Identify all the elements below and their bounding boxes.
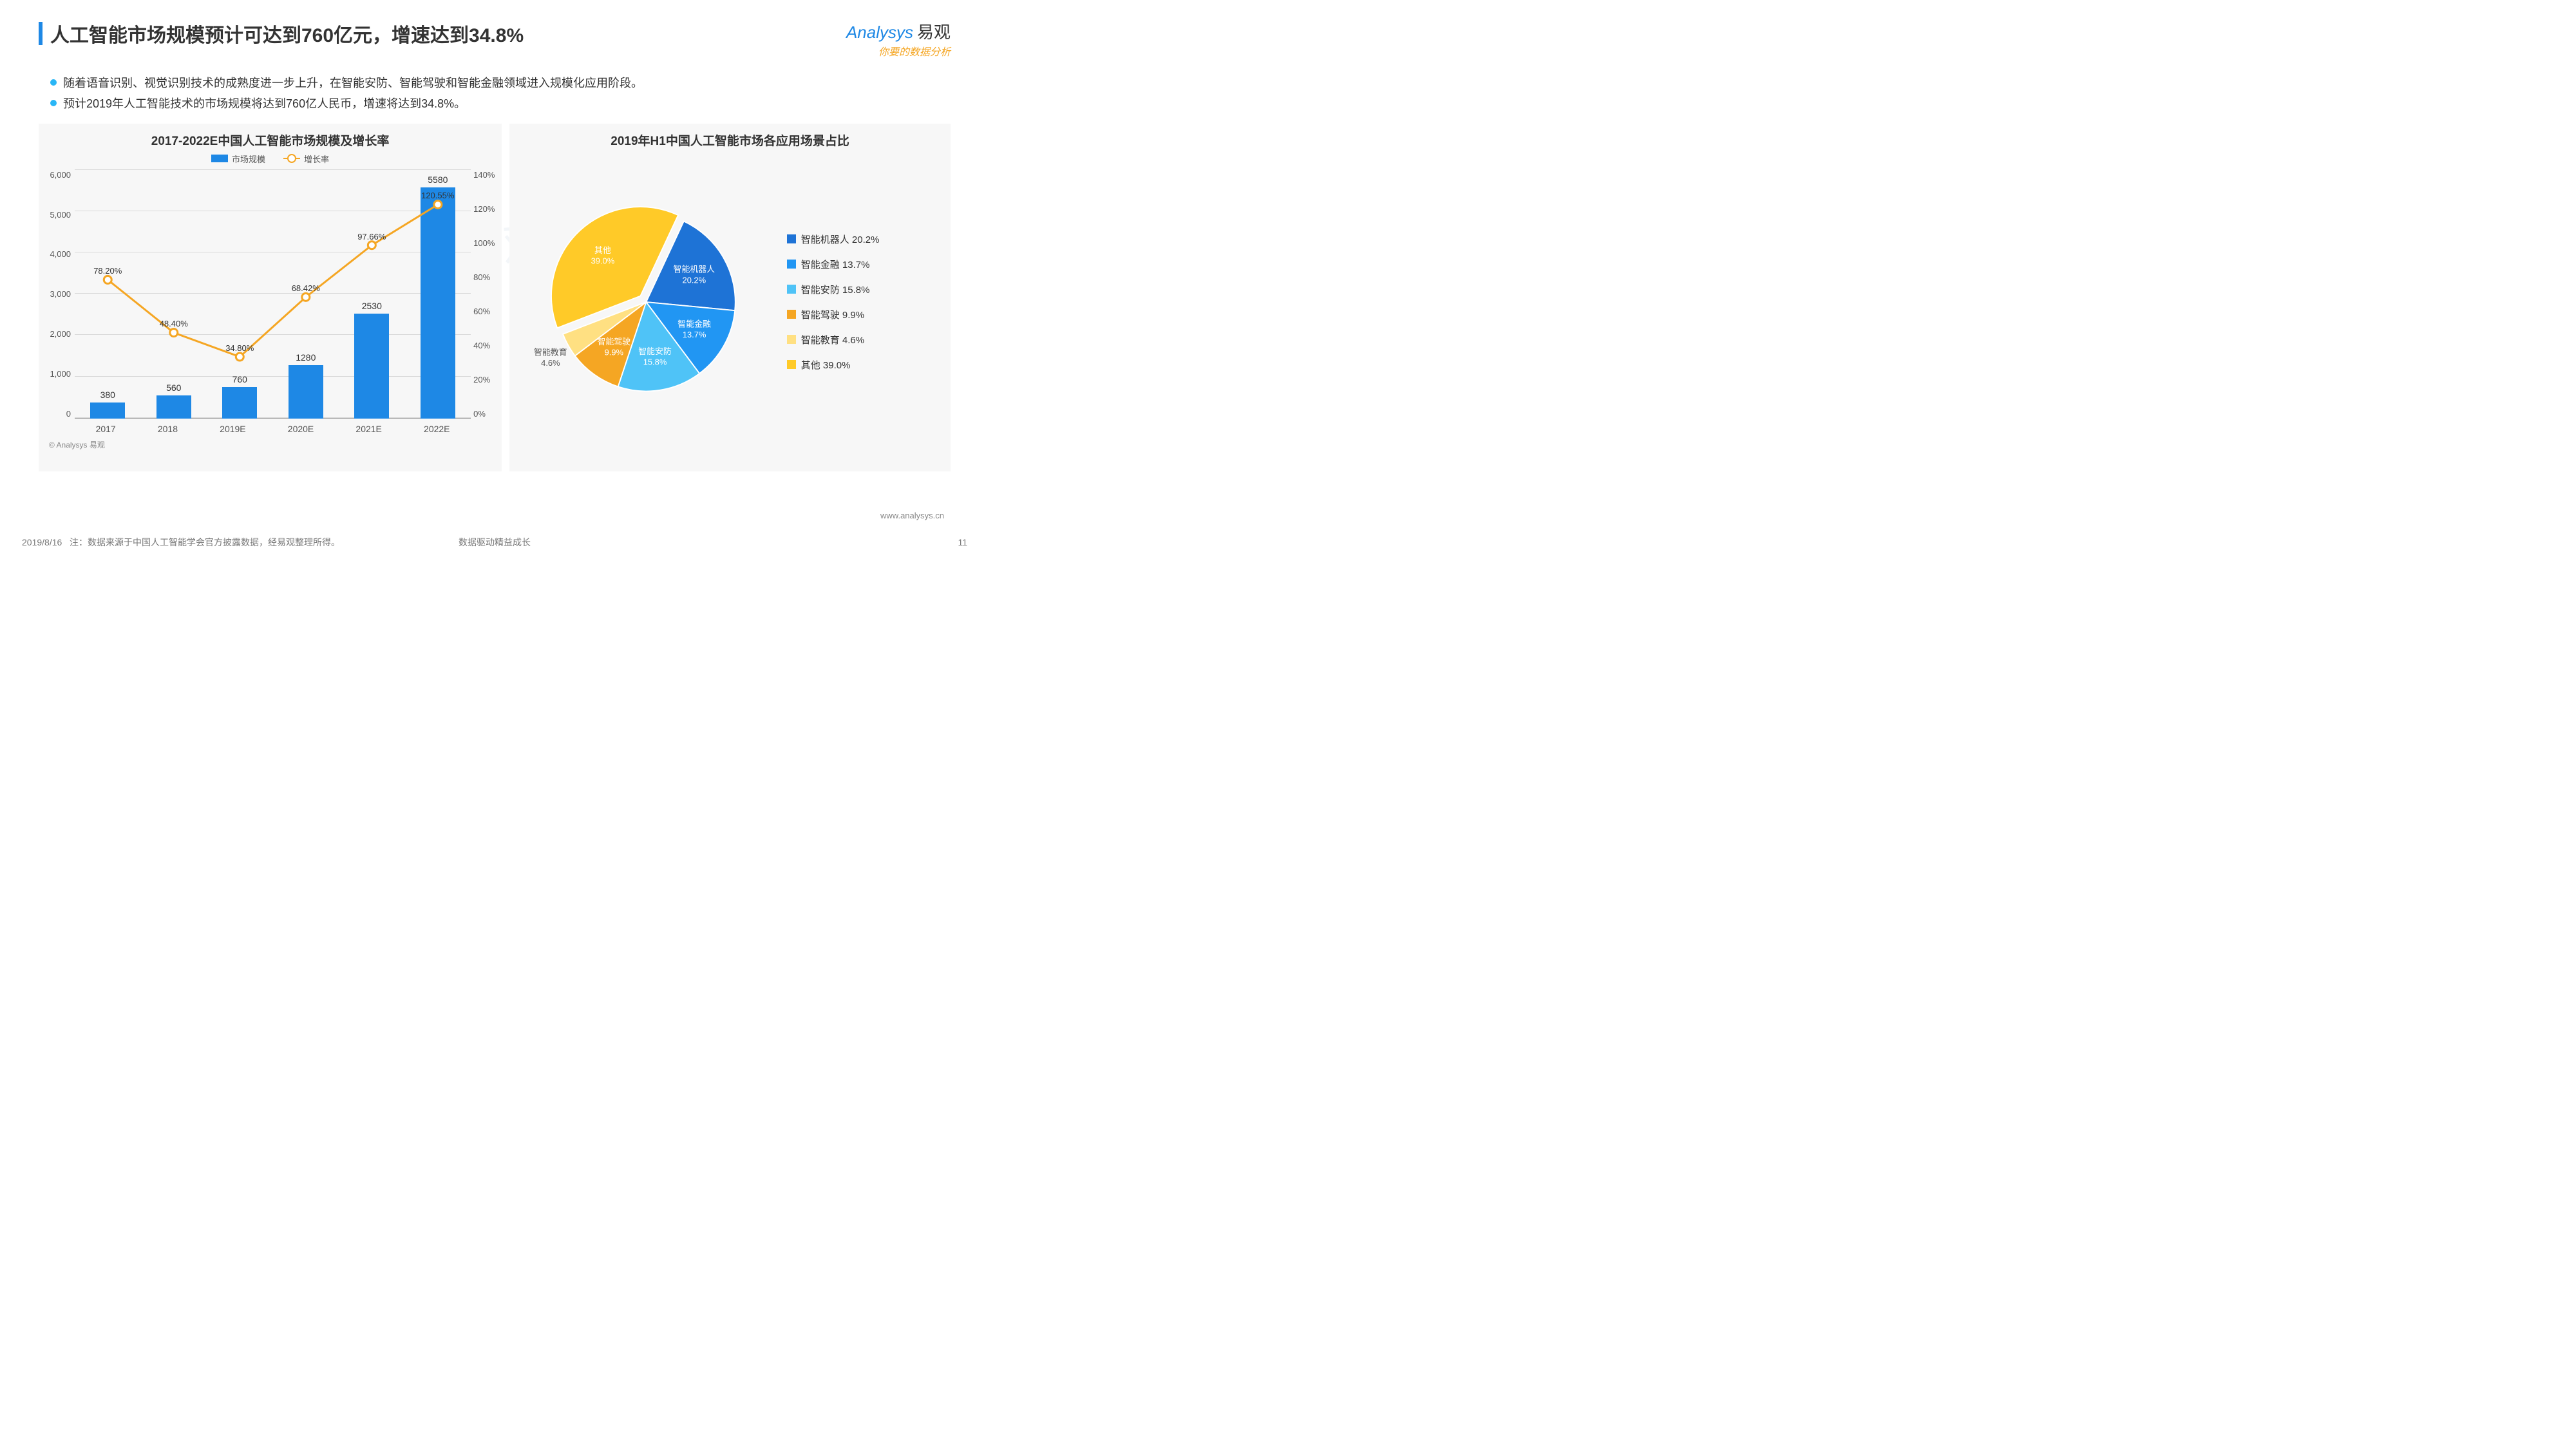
slide-footer: 2019/8/16 注：数据来源于中国人工智能学会官方披露数据，经易观整理所得。…	[0, 536, 989, 549]
legend-label: 智能机器人 20.2%	[801, 232, 880, 246]
svg-text:9.9%: 9.9%	[605, 347, 624, 357]
chart-copyright: © Analysys 易观	[49, 439, 502, 450]
bullet-text: 随着语音识别、视觉识别技术的成熟度进一步上升，在智能安防、智能驾驶和智能金融领域…	[63, 73, 643, 93]
line-value-label: 48.40%	[160, 319, 188, 328]
bar-value-label: 1280	[296, 352, 316, 363]
y-axis-left: 6,0005,0004,0003,0002,0001,0000	[43, 170, 71, 419]
pie-legend-item: 智能机器人 20.2%	[787, 232, 951, 246]
line-value-label: 34.80%	[225, 343, 254, 353]
svg-text:20.2%: 20.2%	[683, 275, 706, 285]
x-tick-label: 2020E	[288, 424, 314, 434]
legend-label: 智能教育 4.6%	[801, 333, 864, 346]
x-tick-label: 2022E	[424, 424, 450, 434]
legend-label: 智能金融 13.7%	[801, 258, 870, 271]
bar-value-label: 760	[232, 374, 247, 384]
legend-label: 其他 39.0%	[801, 358, 851, 372]
footer-date: 2019/8/16	[22, 537, 62, 547]
brand-logo: Analysys易观 你要的数据分析	[846, 19, 951, 59]
pie-legend-item: 智能金融 13.7%	[787, 258, 951, 271]
bar	[222, 387, 257, 419]
legend-swatch	[787, 335, 796, 344]
pie-svg: 智能机器人20.2% 智能金融 13.7% 智能安防15.8% 智能驾驶9.9% 智能教育…	[509, 154, 783, 450]
legend-line-label: 增长率	[304, 153, 329, 165]
x-tick-label: 2017	[96, 424, 116, 434]
bar	[354, 314, 389, 419]
bar-value-label: 380	[100, 390, 115, 400]
title-accent-bar	[39, 22, 43, 45]
bar-value-label: 5580	[428, 175, 448, 185]
footer-center: 数据驱动精益成长	[459, 536, 531, 549]
pie-legend-item: 智能教育 4.6%	[787, 333, 951, 346]
bullet-dot-icon	[50, 79, 57, 86]
legend-label: 智能驾驶 9.9%	[801, 308, 864, 321]
legend-line-swatch	[283, 158, 300, 159]
pie-chart-title: 2019年H1中国人工智能市场各应用场景占比	[509, 124, 951, 149]
brand-en: Analysys	[846, 23, 913, 42]
combo-plot-area: 6,0005,0004,0003,0002,0001,0000 140%120%…	[75, 170, 471, 434]
bars-container: 380 560 760 1280 2530 5580	[75, 170, 471, 419]
legend-swatch	[787, 260, 796, 269]
svg-text:智能机器人: 智能机器人	[674, 264, 715, 274]
y-axis-right: 140%120%100%80%60%40%20%0%	[473, 170, 500, 419]
svg-text:13.7%: 13.7%	[683, 330, 706, 339]
svg-text:智能安防: 智能安防	[638, 346, 672, 356]
legend-swatch	[787, 285, 796, 294]
combo-chart-title: 2017-2022E中国人工智能市场规模及增长率	[39, 124, 502, 149]
legend-swatch	[787, 360, 796, 369]
x-tick-label: 2018	[158, 424, 178, 434]
bullet-list: 随着语音识别、视觉识别技术的成熟度进一步上升，在智能安防、智能驾驶和智能金融领域…	[50, 73, 951, 115]
legend-bar-label: 市场规模	[232, 153, 265, 165]
svg-text:其他: 其他	[594, 245, 611, 255]
line-value-label: 78.20%	[93, 266, 122, 276]
legend-swatch	[787, 310, 796, 319]
bar	[421, 187, 455, 419]
combo-chart-legend: 市场规模 增长率	[39, 153, 502, 165]
pie-legend-item: 智能安防 15.8%	[787, 283, 951, 296]
bar	[90, 402, 125, 418]
footer-page: 11	[958, 537, 967, 547]
pie-legend-item: 智能驾驶 9.9%	[787, 308, 951, 321]
line-value-label: 68.42%	[292, 283, 320, 293]
footer-note: 注：数据来源于中国人工智能学会官方披露数据，经易观整理所得。	[70, 537, 340, 547]
legend-label: 智能安防 15.8%	[801, 283, 870, 296]
line-value-label: 120.55%	[421, 191, 454, 200]
svg-text:15.8%: 15.8%	[643, 357, 667, 366]
pie-legend-item: 其他 39.0%	[787, 358, 951, 372]
line-value-label: 97.66%	[357, 232, 386, 242]
legend-bar-swatch	[211, 155, 228, 162]
x-tick-label: 2021E	[355, 424, 381, 434]
svg-text:智能金融: 智能金融	[677, 319, 711, 328]
pie-legend: 智能机器人 20.2% 智能金融 13.7% 智能安防 15.8% 智能驾驶 9.9%…	[783, 154, 951, 450]
legend-swatch	[787, 234, 796, 243]
brand-tagline: 你要的数据分析	[846, 43, 951, 59]
svg-text:4.6%: 4.6%	[541, 358, 560, 368]
combo-chart-panel: 2017-2022E中国人工智能市场规模及增长率 市场规模 增长率 6,0005…	[39, 124, 502, 471]
bullet-dot-icon	[50, 100, 57, 106]
footer-url: www.analysys.cn	[880, 511, 944, 520]
x-axis-labels: 2017 2018 2019E 2020E 2021E 2022E	[75, 424, 471, 434]
svg-text:39.0%: 39.0%	[591, 256, 615, 265]
brand-cn: 易观	[917, 23, 951, 42]
x-tick-label: 2019E	[220, 424, 245, 434]
pie-chart-panel: 2019年H1中国人工智能市场各应用场景占比 智能机器人20.2% 智能金融 13.…	[509, 124, 951, 471]
svg-text:智能驾驶: 智能驾驶	[598, 337, 631, 346]
bar-value-label: 2530	[362, 301, 382, 311]
svg-text:智能教育: 智能教育	[534, 347, 567, 357]
slide-title: 人工智能市场规模预计可达到760亿元，增速达到34.8%	[50, 19, 524, 48]
bullet-text: 预计2019年人工智能技术的市场规模将达到760亿人民币，增速将达到34.8%。	[63, 93, 466, 114]
bar-value-label: 560	[166, 383, 181, 393]
bar	[289, 365, 323, 418]
bar	[156, 395, 191, 419]
